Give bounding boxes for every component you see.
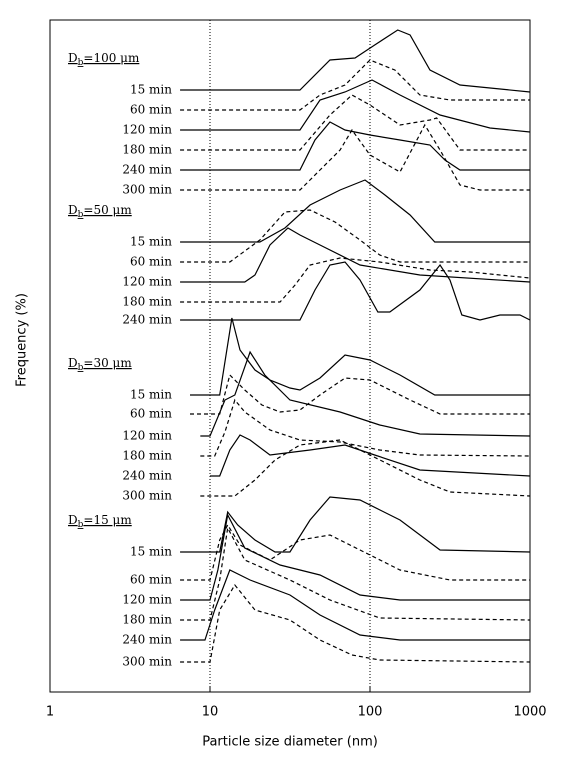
series-line: [180, 496, 531, 553]
series-label: 180 min: [122, 295, 172, 309]
series-label: 15 min: [130, 545, 172, 559]
group-title-symbol: D: [68, 356, 78, 370]
series-label: 15 min: [130, 388, 172, 402]
series-line: [180, 29, 531, 93]
group-title-text: =100 μm: [83, 51, 140, 65]
series-line: [180, 523, 530, 581]
series-label: 15 min: [130, 235, 172, 249]
series-label: 120 min: [122, 593, 172, 607]
series-line: [180, 569, 530, 641]
group-title-subscript: b: [78, 210, 84, 220]
series-line: [180, 59, 530, 111]
group-title: Db=100 μm: [68, 51, 140, 68]
series-line: [180, 526, 531, 621]
group-title-text: =30 μm: [83, 356, 132, 370]
series-line: [200, 398, 531, 457]
group-title-text: =50 μm: [83, 203, 132, 217]
series-label: 60 min: [130, 255, 172, 269]
x-tick-label: 10: [202, 705, 219, 720]
series-line: [180, 513, 530, 601]
series-label: 180 min: [122, 449, 172, 463]
series-line: [180, 79, 531, 133]
group-title-symbol: D: [68, 203, 78, 217]
series-label: 240 min: [122, 163, 172, 177]
group-title-subscript: b: [78, 363, 84, 373]
group-title: Db=30 μm: [68, 356, 132, 373]
x-tick-label: 100: [358, 705, 383, 720]
series-line: [180, 123, 530, 191]
series-line: [180, 209, 530, 263]
series-label: 15 min: [130, 83, 172, 97]
series-label: 120 min: [122, 429, 172, 443]
series-label: 180 min: [122, 613, 172, 627]
series-label: 300 min: [122, 655, 172, 669]
series-label: 180 min: [122, 143, 172, 157]
series-label: 240 min: [122, 469, 172, 483]
x-axis-label: Particle size diameter (nm): [202, 735, 378, 750]
series-line: [180, 583, 531, 663]
series-line: [180, 257, 531, 303]
group-title-text: =15 μm: [83, 513, 132, 527]
group-title-subscript: b: [78, 520, 84, 530]
series-line: [190, 317, 530, 396]
series-line: [180, 227, 531, 283]
series-label: 300 min: [122, 489, 172, 503]
series-line: [200, 439, 531, 497]
plot-frame: [49, 19, 531, 693]
group-title: Db=15 μm: [68, 513, 132, 530]
x-tick-label: 1: [46, 705, 54, 720]
series-line: [200, 350, 531, 437]
series-line: [210, 434, 531, 477]
series-label: 120 min: [122, 275, 172, 289]
series-line: [180, 179, 530, 243]
group-title: Db=50 μm: [68, 203, 132, 220]
series-label: 120 min: [122, 123, 172, 137]
series-line: [180, 121, 530, 171]
group-title-symbol: D: [68, 513, 78, 527]
group-title-subscript: b: [78, 58, 84, 68]
series-label: 300 min: [122, 183, 172, 197]
series-label: 60 min: [130, 573, 172, 587]
x-tick-label: 1000: [513, 705, 546, 720]
series-line: [180, 94, 530, 151]
series-label: 240 min: [122, 313, 172, 327]
group-title-symbol: D: [68, 51, 78, 65]
series-label: 240 min: [122, 633, 172, 647]
series-label: 60 min: [130, 407, 172, 421]
series-label: 60 min: [130, 103, 172, 117]
y-axis-label: Frequency (%): [15, 293, 30, 387]
series-line: [180, 261, 531, 321]
